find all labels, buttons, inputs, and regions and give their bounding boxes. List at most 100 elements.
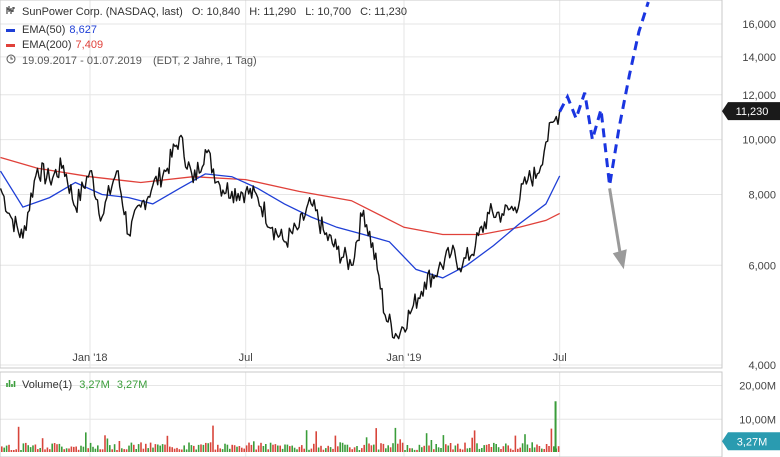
volume-tick-label: 10,00M: [739, 414, 776, 426]
axis-layer: 16,000 14,000 12,000 10,000 8,000 6,000 4,000 J…: [72, 19, 780, 451]
volume-bar: [368, 443, 370, 452]
volume-bar: [279, 445, 281, 452]
volume-bar: [111, 449, 113, 452]
volume-bar: [517, 448, 519, 452]
volume-bar: [281, 448, 284, 452]
volume-bar: [161, 444, 164, 452]
volume-bar: [509, 448, 512, 452]
volume-bar: [363, 444, 365, 452]
volume-bar: [373, 444, 375, 452]
ema200-legend[interactable]: EMA(200) 7,409: [6, 38, 103, 52]
volume-bar: [406, 445, 409, 452]
volume-bar: [416, 449, 418, 452]
chart-title-row: SunPower Corp. (NASDAQ, last) O: 10,840 …: [6, 5, 407, 19]
volume-bar: [387, 445, 389, 452]
volume-bar: [317, 447, 320, 452]
grid-lines: [0, 0, 722, 457]
volume-bar: [56, 444, 58, 452]
volume-bar: [274, 444, 277, 452]
volume-bar: [507, 445, 509, 452]
volume-bar: [260, 442, 262, 452]
volume-bar: [188, 442, 190, 452]
volume-bar: [452, 449, 454, 452]
last-volume-badge: [722, 432, 780, 451]
volume-bar: [85, 432, 87, 452]
volume-bar: [171, 447, 173, 452]
volume-bar: [147, 448, 149, 452]
volume-bar: [289, 446, 291, 452]
volume-bar: [375, 428, 377, 452]
price-layer: [0, 1, 650, 340]
volume-bar: [25, 442, 27, 452]
volume-legend[interactable]: Volume(1) 3,27M 3,27M: [6, 378, 147, 392]
volume-bar: [519, 447, 521, 452]
volume-bar: [75, 446, 77, 452]
volume-bar: [241, 447, 243, 452]
volume-value-2: 3,27M: [116, 379, 148, 391]
volume-bar: [193, 445, 195, 452]
price-tick-label: 12,000: [742, 90, 776, 102]
volume-bar: [533, 447, 536, 452]
volume-bar: [481, 448, 483, 452]
volume-bar: [212, 425, 214, 452]
volume-bar: [531, 442, 533, 452]
volume-bar: [459, 448, 461, 452]
volume-bar: [339, 442, 341, 452]
volume-bar: [39, 448, 41, 452]
volume-bar: [471, 437, 473, 452]
volume-bar: [358, 450, 361, 452]
time-tick-label: Jul: [239, 352, 253, 364]
volume-bar: [272, 444, 274, 452]
volume-bar: [389, 447, 392, 452]
volume-bar: [130, 442, 133, 452]
volume-bar: [401, 442, 404, 452]
volume-bar: [37, 449, 39, 452]
projection-down-arrow-head: [612, 249, 627, 270]
volume-bar: [128, 445, 130, 452]
ema200-label: EMA(200): [22, 39, 72, 51]
volume-bar: [337, 446, 339, 452]
chart-title: SunPower Corp. (NASDAQ, last): [22, 6, 183, 18]
volume-bar: [454, 445, 457, 452]
volume-bar: [219, 448, 221, 452]
volume-bar: [466, 448, 469, 452]
low-value: L: 10,700: [305, 6, 352, 18]
volume-bar: [104, 435, 106, 452]
volume-bar: [224, 443, 226, 452]
volume-bar: [514, 435, 517, 452]
volume-bar: [22, 443, 25, 452]
ema50-legend[interactable]: EMA(50) 8,627: [6, 23, 97, 37]
volume-bar: [433, 449, 435, 452]
volume-bar: [298, 446, 301, 452]
volume-bar: [334, 435, 337, 452]
volume-spike-bar: [554, 401, 557, 452]
volume-bar: [497, 447, 500, 452]
volume-bar: [356, 446, 358, 452]
volume-bar: [293, 447, 296, 452]
volume-bar: [77, 449, 80, 452]
volume-bar: [176, 447, 178, 452]
volume-bar: [61, 446, 63, 452]
volume-bar: [152, 447, 154, 452]
volume-bar: [493, 442, 495, 452]
volume-bar: [457, 443, 459, 452]
volume-bar: [255, 449, 257, 452]
volume-bar: [32, 445, 34, 452]
volume-bar: [521, 443, 524, 452]
volume-bar: [159, 445, 161, 452]
volume-bar: [461, 449, 464, 452]
volume-bar: [245, 445, 248, 452]
volume-bar: [109, 445, 111, 452]
volume-bar: [185, 449, 188, 452]
volume-bar: [485, 444, 488, 452]
volume-bar: [308, 449, 310, 452]
volume-bar: [421, 447, 423, 452]
volume-bar: [291, 445, 293, 452]
volume-bar: [257, 445, 260, 452]
volume-bar: [411, 448, 413, 452]
volume-bar: [349, 447, 351, 452]
volume-bar: [473, 430, 476, 452]
volume-bar: [137, 444, 140, 452]
volume-bar: [89, 442, 92, 452]
volume-bar: [70, 446, 73, 452]
